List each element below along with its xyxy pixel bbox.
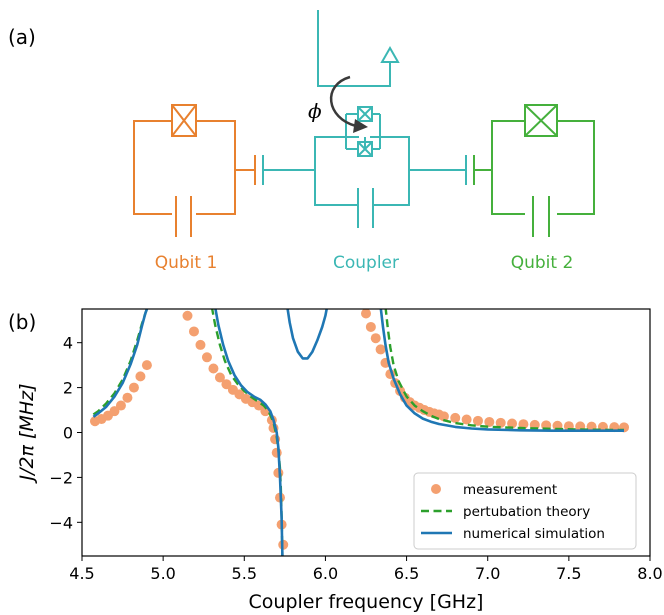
coupler-shunt-capacitor bbox=[357, 188, 374, 228]
qubit1-circuit bbox=[133, 104, 256, 237]
y-tick-label: 4 bbox=[63, 334, 73, 353]
measurement-point bbox=[450, 412, 461, 423]
x-tick-label: 6.5 bbox=[394, 564, 419, 583]
measurement-point bbox=[365, 321, 376, 332]
y-axis: −4 −2 0 2 4 bbox=[49, 334, 82, 532]
measurement-point bbox=[461, 414, 472, 425]
qubit2-shunt-capacitor bbox=[532, 196, 550, 237]
measurement-point bbox=[361, 309, 371, 319]
measurement-point bbox=[195, 339, 206, 350]
series-layer bbox=[89, 309, 630, 556]
flux-arrow-head bbox=[353, 119, 368, 133]
y-tick-label: −4 bbox=[49, 513, 73, 532]
legend-label-measurement: measurement bbox=[463, 482, 557, 498]
measurement-point bbox=[128, 382, 139, 393]
measurement-point bbox=[122, 392, 133, 403]
qubit2-label: Qubit 2 bbox=[511, 253, 574, 273]
x-tick-label: 7.5 bbox=[556, 564, 581, 583]
measurement-point bbox=[518, 419, 529, 430]
y-tick-label: 0 bbox=[63, 424, 73, 443]
y-axis-title: J/2π [MHz] bbox=[16, 383, 38, 484]
qubit2-circuit bbox=[473, 104, 595, 237]
numerical-simulation-line bbox=[92, 309, 624, 556]
flux-bias-line bbox=[317, 10, 391, 87]
coupler-label: Coupler bbox=[333, 253, 399, 273]
x-tick-label: 7.0 bbox=[475, 564, 500, 583]
qubit1-josephson-junction bbox=[171, 104, 197, 137]
measurement-point bbox=[208, 363, 219, 374]
measurement-point bbox=[201, 352, 212, 363]
legend: measurement pertubation theory numerical s… bbox=[413, 472, 637, 550]
qubit2-josephson-junction bbox=[524, 104, 558, 137]
legend-label-numerical-simulation: numerical simulation bbox=[463, 526, 605, 542]
flux-arrow bbox=[330, 75, 357, 128]
x-tick-label: 8.0 bbox=[637, 564, 662, 583]
measurement-point bbox=[438, 411, 449, 422]
x-tick-label: 6.0 bbox=[313, 564, 338, 583]
measurement-point bbox=[507, 418, 518, 429]
legend-box bbox=[413, 472, 637, 550]
measurement-point bbox=[182, 310, 193, 321]
measurement-point bbox=[109, 406, 120, 417]
measurement-point bbox=[375, 344, 386, 355]
flux-symbol: ϕ bbox=[308, 99, 322, 123]
x-axis: 4.5 5.0 5.5 6.0 6.5 7.0 7.5 8.0 bbox=[69, 556, 663, 583]
y-tick-label: 2 bbox=[63, 379, 73, 398]
squid-junction-top bbox=[357, 106, 373, 122]
squid-junction-bottom bbox=[357, 141, 373, 157]
chart-plot: 4.5 5.0 5.5 6.0 6.5 7.0 7.5 8.0 −4 −2 0 2 4 Coupler… bbox=[16, 308, 663, 613]
x-tick-label: 5.0 bbox=[150, 564, 175, 583]
panel-b-label: (b) bbox=[8, 310, 36, 334]
measurement-point bbox=[135, 371, 146, 382]
x-tick-label: 4.5 bbox=[69, 564, 94, 583]
qubit1-label: Qubit 1 bbox=[155, 253, 218, 273]
measurement-point bbox=[221, 379, 232, 390]
measurement-point bbox=[472, 415, 483, 426]
circuit-diagram bbox=[133, 10, 595, 237]
measurement-point bbox=[370, 333, 381, 344]
x-axis-title: Coupler frequency [GHz] bbox=[249, 591, 484, 613]
panel-a-label: (a) bbox=[8, 25, 36, 49]
legend-items: measurement pertubation theory numerical s… bbox=[421, 482, 605, 542]
measurement-point bbox=[188, 326, 199, 337]
measurement-point bbox=[115, 400, 126, 411]
measurement-point bbox=[214, 372, 225, 383]
measurement-point bbox=[484, 416, 495, 427]
y-tick-label: −2 bbox=[49, 468, 73, 487]
measurement-point bbox=[495, 417, 506, 428]
measurement-point bbox=[141, 360, 152, 371]
coupler-squid-loop bbox=[345, 113, 381, 150]
qubit1-shunt-capacitor bbox=[175, 196, 192, 237]
coupler-circuit bbox=[262, 10, 467, 228]
legend-label-pertubation-theory: pertubation theory bbox=[463, 504, 590, 520]
legend-marker-measurement bbox=[431, 484, 441, 494]
x-tick-label: 5.5 bbox=[232, 564, 257, 583]
flux-line-ground-arrow bbox=[380, 45, 400, 63]
measurement-point bbox=[271, 447, 282, 458]
pertubation-theory-line bbox=[92, 309, 625, 556]
